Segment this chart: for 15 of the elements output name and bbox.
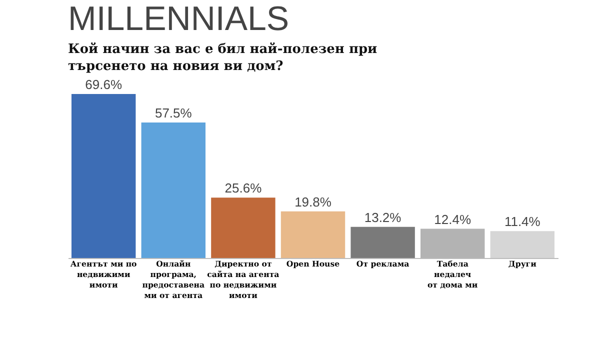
bar <box>211 198 276 258</box>
data-label: 13.2% <box>364 210 402 225</box>
data-label: 19.8% <box>294 194 332 210</box>
data-label: 57.5% <box>154 105 192 120</box>
bar <box>71 94 136 258</box>
data-label: 12.4% <box>434 212 472 227</box>
bar <box>350 226 415 258</box>
data-label: 69.6% <box>85 76 122 92</box>
chart-subtitle: Кой начин за вас е бил най-полезен при търсенето на новия ви дом? <box>68 42 378 74</box>
data-label: 11.4% <box>504 214 541 230</box>
data-label: 25.6% <box>224 180 262 196</box>
bar <box>280 211 346 258</box>
chart-title: MILLENNIALS <box>68 0 290 38</box>
bar <box>490 231 555 258</box>
bar <box>141 122 206 258</box>
